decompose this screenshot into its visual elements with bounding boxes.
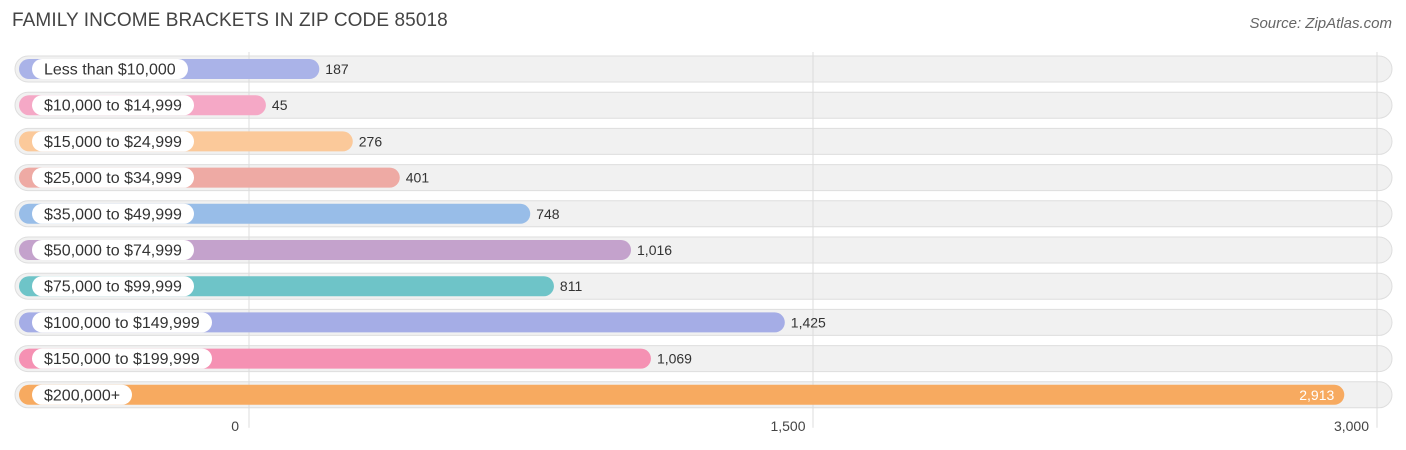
row-background [14, 91, 1393, 119]
category-label: $200,000+ [44, 387, 120, 404]
value-label: 276 [359, 133, 383, 149]
value-label: 187 [325, 61, 349, 77]
value-label: 811 [560, 278, 583, 294]
value-label: 1,069 [657, 351, 692, 367]
category-label: $10,000 to $14,999 [44, 98, 182, 115]
bar-row: $75,000 to $99,999 811 [19, 276, 583, 297]
chart-source: Source: ZipAtlas.com [1249, 15, 1392, 32]
row-background [14, 127, 1393, 155]
category-label-pill [32, 384, 132, 405]
value-label: 748 [536, 206, 560, 222]
x-tick-label: 1,500 [770, 418, 805, 434]
category-label-pill [32, 167, 194, 188]
category-label-pill [32, 59, 188, 79]
x-axis-ticks: 0 1,500 3,000 [231, 418, 1369, 434]
bars: Less than $10,000 187 $10,000 to $14,999 45… [19, 59, 1345, 405]
value-label: 1,425 [791, 314, 826, 330]
category-label: $25,000 to $34,999 [44, 170, 182, 187]
category-label-pill [32, 312, 212, 333]
bar-row: $25,000 to $34,999 401 [19, 167, 430, 188]
category-label: $15,000 to $24,999 [44, 134, 182, 151]
bar-row: $100,000 to $149,999 1,425 [19, 312, 826, 333]
bar-row: $200,000+ 2,913 [19, 384, 1345, 405]
bar [19, 384, 1345, 405]
bar-row: $35,000 to $49,999 748 [19, 203, 560, 224]
chart-title: FAMILY INCOME BRACKETS IN ZIP CODE 85018 [12, 10, 448, 31]
value-label: 45 [272, 97, 288, 113]
value-label: 1,016 [637, 242, 672, 258]
bar-row: $15,000 to $24,999 276 [19, 131, 383, 152]
bar-row: $50,000 to $74,999 1,016 [19, 240, 672, 260]
category-label: Less than $10,000 [44, 62, 176, 79]
category-label: $75,000 to $99,999 [44, 279, 182, 296]
category-label-pill [32, 240, 194, 260]
bar-row: Less than $10,000 187 [19, 59, 349, 79]
value-label: 401 [406, 170, 430, 186]
category-label-pill [32, 203, 194, 224]
category-label: $150,000 to $199,999 [44, 351, 200, 368]
bar-row: $150,000 to $199,999 1,069 [19, 348, 692, 369]
category-label: $35,000 to $49,999 [44, 206, 182, 223]
category-label-pill [32, 348, 212, 369]
category-label: $100,000 to $149,999 [44, 315, 200, 332]
x-tick-label: 3,000 [1334, 418, 1369, 434]
category-label-pill [32, 276, 194, 297]
category-label: $50,000 to $74,999 [44, 243, 182, 260]
x-tick-label: 0 [231, 418, 239, 434]
value-label: 2,913 [1299, 387, 1334, 403]
category-label-pill [32, 131, 194, 152]
row-background [14, 55, 1393, 83]
category-label-pill [32, 95, 194, 116]
bar-row: $10,000 to $14,999 45 [19, 95, 288, 116]
